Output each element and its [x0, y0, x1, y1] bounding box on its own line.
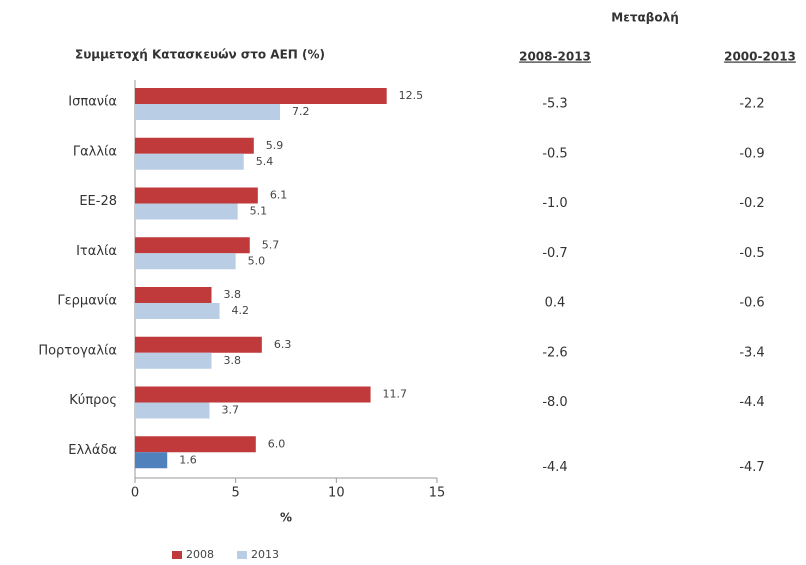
bar-value-label: 6.1: [270, 189, 288, 202]
y-tick-label: Ισπανία: [68, 95, 117, 110]
bar: [135, 287, 212, 303]
bar-value-label: 5.0: [248, 254, 266, 267]
bar: [135, 104, 280, 120]
y-tick-label: Ιταλία: [76, 244, 117, 259]
table-title: Μεταβολή: [611, 11, 679, 25]
bar-value-label: 5.7: [262, 238, 280, 251]
x-tick-label: 15: [429, 486, 446, 501]
x-tick-label: 5: [232, 486, 240, 501]
x-axis-label: %: [280, 511, 292, 525]
chart-title: Συμμετοχή Κατασκευών στο ΑΕΠ (%): [75, 48, 325, 62]
bar-value-label: 1.6: [179, 453, 197, 466]
bar: [135, 137, 254, 154]
x-tick-label: 10: [328, 486, 345, 501]
bar: [135, 402, 210, 419]
y-tick-label: Γερμανία: [57, 294, 117, 309]
y-tick-label: Πορτογαλία: [38, 343, 117, 358]
bar: [135, 88, 387, 104]
bar-value-label: 5.1: [250, 205, 268, 218]
table-column-header: 2000-2013: [724, 50, 796, 64]
table-cell: -0.9: [739, 146, 764, 161]
bar: [135, 203, 238, 220]
table-cell: -4.4: [542, 460, 567, 475]
x-tick-label: 0: [131, 486, 139, 501]
bar-value-label: 7.2: [292, 105, 310, 118]
table-cell: -0.5: [739, 246, 764, 261]
y-tick-label: ΕΕ-28: [79, 194, 117, 209]
table-cell: -1.0: [542, 196, 567, 211]
bar: [135, 452, 168, 469]
bar: [135, 303, 220, 319]
table-cell: -5.3: [542, 97, 567, 112]
table-cell: -4.7: [739, 460, 764, 475]
bar-value-label: 6.0: [268, 437, 286, 450]
table-cell: -0.2: [739, 196, 764, 211]
table-cell: -8.0: [542, 395, 567, 410]
bar-value-label: 5.9: [266, 139, 284, 152]
bar-value-label: 12.5: [399, 89, 424, 102]
bar: [135, 253, 236, 270]
y-tick-label: Κύπρος: [69, 393, 117, 408]
bar-value-label: 11.7: [383, 388, 408, 401]
bar-value-label: 6.3: [274, 338, 292, 351]
table-cell: -2.2: [739, 97, 764, 112]
table-column-header: 2008-2013: [519, 50, 591, 64]
table-cell: 0.4: [545, 296, 566, 311]
table-cell: -2.6: [542, 345, 567, 360]
bar-value-label: 4.2: [232, 304, 250, 317]
bar-value-label: 5.4: [256, 155, 274, 168]
table-cell: -4.4: [739, 395, 764, 410]
bar-value-label: 3.8: [224, 288, 242, 301]
table-cell: -3.4: [739, 345, 764, 360]
y-tick-label: Ελλάδα: [68, 443, 117, 458]
table-cell: -0.7: [542, 246, 567, 261]
bar-value-label: 3.7: [221, 404, 239, 417]
bar-value-label: 3.8: [224, 354, 242, 367]
bar: [135, 436, 256, 453]
bar: [135, 237, 250, 254]
bar: [135, 187, 258, 204]
table-cell: -0.5: [542, 146, 567, 161]
bar: [135, 336, 262, 353]
bar: [135, 153, 244, 170]
legend-swatch: [172, 551, 182, 559]
bar: [135, 352, 212, 369]
legend-swatch: [237, 551, 247, 559]
bar: [135, 386, 371, 403]
y-tick-label: Γαλλία: [73, 144, 117, 159]
table-cell: -0.6: [739, 296, 764, 311]
legend-label: 2013: [251, 548, 279, 561]
legend-label: 2008: [186, 548, 214, 561]
